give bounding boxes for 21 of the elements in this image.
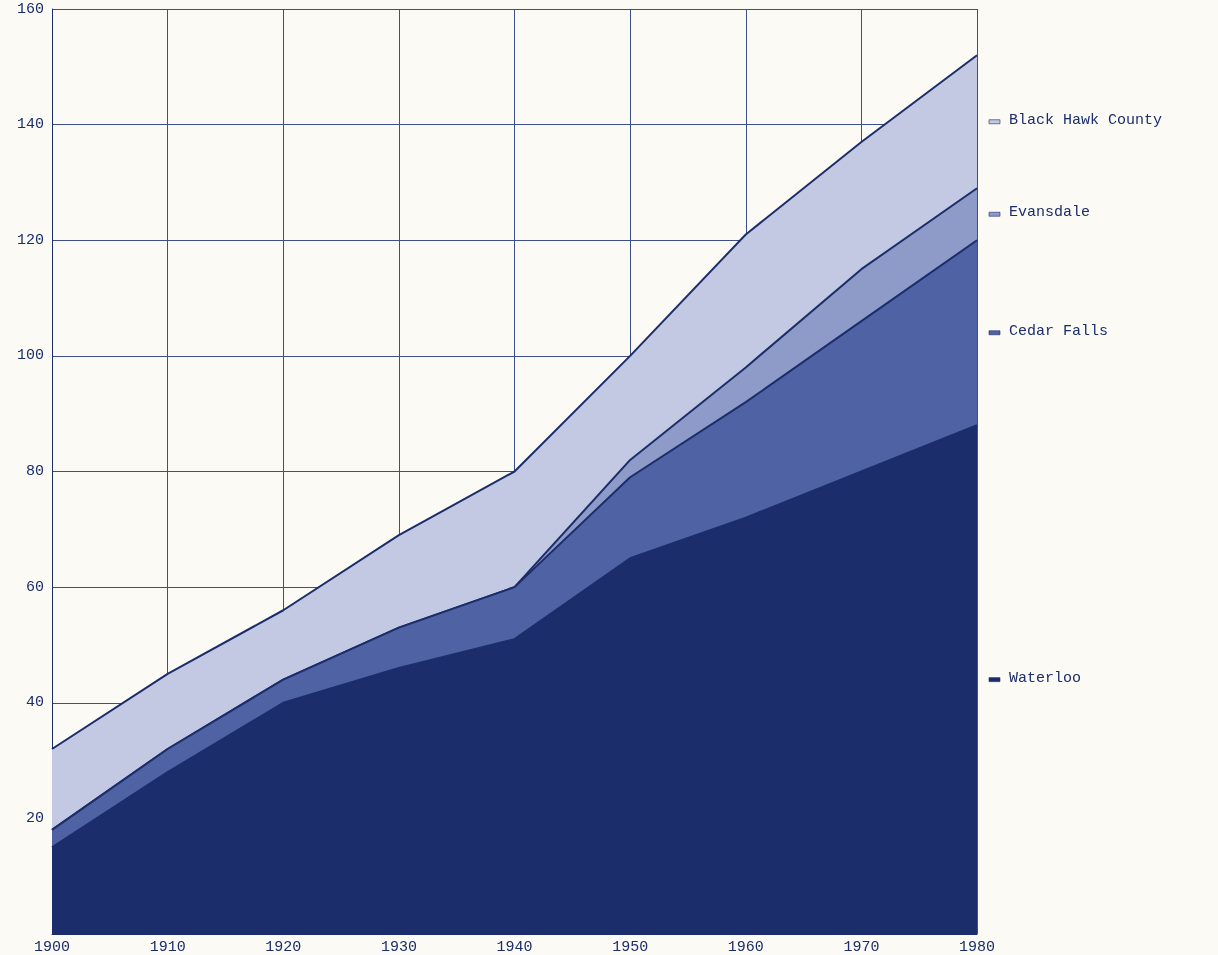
x-tick-label: 1960 <box>727 939 764 955</box>
y-tick-label: 140 <box>16 116 44 134</box>
legend-label: Black Hawk County <box>1009 111 1163 129</box>
x-tick-label: 1950 <box>612 939 649 955</box>
y-tick-label: 60 <box>25 578 44 596</box>
y-tick-label: 120 <box>16 231 44 249</box>
legend-label: Evansdale <box>1009 204 1091 222</box>
x-tick-label: 1930 <box>380 939 417 955</box>
y-tick-label: 20 <box>25 809 44 827</box>
x-tick-label: 1940 <box>496 939 533 955</box>
x-tick-label: 1980 <box>958 939 996 955</box>
x-tick-label: 1970 <box>843 939 880 955</box>
x-tick-label: 1900 <box>33 939 71 955</box>
y-tick-label: 80 <box>25 463 44 480</box>
y-tick-label: 40 <box>25 694 44 712</box>
y-tick-label: 160 <box>16 0 44 18</box>
y-tick-label: 100 <box>16 347 44 365</box>
legend-label: Waterloo <box>1009 669 1082 687</box>
legend-label: Cedar Falls <box>1009 322 1109 340</box>
x-tick-label: 1910 <box>149 939 186 955</box>
x-tick-label: 1920 <box>265 939 302 955</box>
